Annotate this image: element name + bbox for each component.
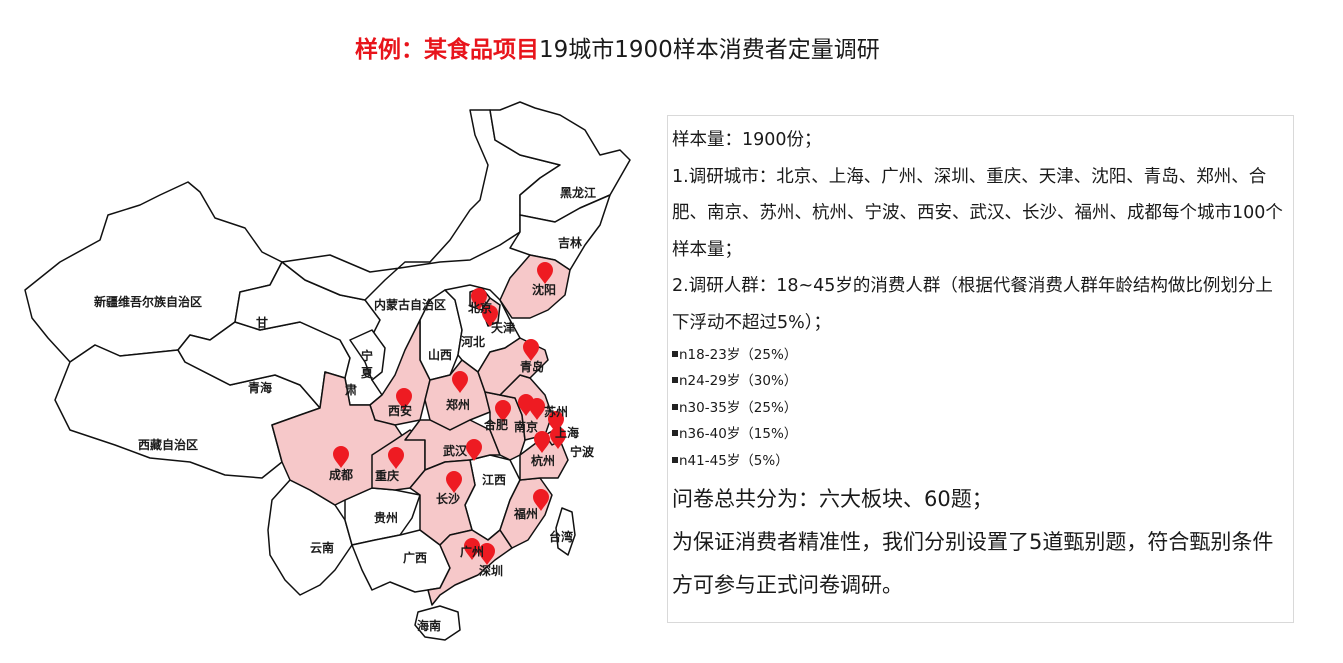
bullet-square-icon	[672, 377, 678, 384]
label-jilin: 吉林	[558, 235, 582, 250]
city-label-chengdu: 成都	[329, 467, 353, 482]
city-label-guangzhou: 广州	[460, 544, 484, 559]
region-jilin	[509, 194, 611, 271]
bullet-square-icon	[672, 403, 678, 410]
age-group-item: n41-45岁（5%）	[672, 448, 1289, 475]
label-shanxi: 山西	[428, 347, 452, 362]
label-yunnan: 云南	[310, 540, 334, 555]
city-label-shanghai: 上海	[555, 425, 579, 440]
city-label-beijing: 北京	[468, 300, 492, 315]
region-taiwan	[555, 507, 576, 556]
city-label-shenyang: 沈阳	[532, 282, 556, 297]
screening-note: 为保证消费者精准性，我们分别设置了5道甄别题，符合甄别条件方可参与正式问卷调研。	[672, 530, 1274, 598]
city-label-zhengzhou: 郑州	[446, 397, 470, 412]
label-su: 肃	[345, 382, 357, 397]
city-label-xian: 西安	[388, 403, 412, 418]
city-label-hangzhou: 杭州	[531, 453, 555, 468]
label-taiwan: 台湾	[549, 529, 573, 544]
questionnaire-structure: 问卷总共分为：六大板块、60题；	[672, 487, 993, 512]
label-guizhou: 贵州	[374, 510, 398, 525]
label-xia: 夏	[361, 366, 374, 380]
china-map: 新疆维吾尔族自治区 西藏自治区 青海 甘 肃 宁 夏 内蒙古自治区 黑龙江 吉林…	[0, 95, 660, 663]
city-label-fuzhou: 福州	[513, 506, 538, 521]
city-label-tianjin: 天津	[491, 320, 515, 335]
page-title: 样例：某食品项目19城市1900样本消费者定量调研	[355, 30, 880, 64]
label-xinjiang: 新疆维吾尔族自治区	[94, 294, 202, 309]
city-label-suzhou: 苏州	[544, 404, 568, 419]
city-label-chongqing: 重庆	[375, 468, 399, 483]
bullet-square-icon	[672, 456, 678, 463]
city-label-wuhan: 武汉	[443, 443, 468, 458]
label-heilongjiang: 黑龙江	[560, 185, 596, 200]
age-group-item: n24-29岁（30%）	[672, 368, 1289, 395]
survey-cities: 1.调研城市：北京、上海、广州、深圳、重庆、天津、沈阳、青岛、郑州、合肥、南京、…	[672, 166, 1283, 260]
age-group-item: n36-40岁（15%）	[672, 421, 1289, 448]
label-neimenggu: 内蒙古自治区	[374, 297, 446, 312]
region-heilongjiang	[489, 101, 631, 223]
age-groups: n18-23岁（25%） n24-29岁（30%） n30-35岁（25%） n…	[672, 342, 1289, 475]
bullet-square-icon	[672, 350, 678, 357]
label-xizang: 西藏自治区	[138, 437, 198, 452]
label-gan: 甘	[256, 315, 268, 330]
title-highlight: 样例：某食品项目	[355, 37, 539, 63]
city-label-nanjing: 南京	[514, 419, 538, 434]
survey-info-panel: 样本量：1900份； 1.调研城市：北京、上海、广州、深圳、重庆、天津、沈阳、青…	[667, 115, 1294, 623]
age-group-item: n30-35岁（25%）	[672, 395, 1289, 422]
city-label-qingdao: 青岛	[520, 359, 544, 374]
label-hainan: 海南	[417, 618, 441, 633]
region-ningxia	[349, 329, 386, 381]
bullet-square-icon	[672, 430, 678, 437]
city-label-hefei: 合肥	[484, 417, 508, 432]
label-hebei: 河北	[460, 334, 485, 349]
region-hainan	[414, 605, 461, 641]
city-label-shenzhen: 深圳	[479, 563, 503, 578]
survey-people: 2.调研人群：18~45岁的消费人群（根据代餐消费人群年龄结构做比例划分上下浮动…	[672, 276, 1273, 333]
label-ning: 宁	[361, 348, 373, 363]
sample-size: 样本量：1900份；	[672, 130, 822, 150]
label-qinghai: 青海	[248, 380, 272, 395]
label-guangxi: 广西	[403, 550, 427, 565]
age-group-item: n18-23岁（25%）	[672, 342, 1289, 369]
city-label-changsha: 长沙	[436, 491, 460, 506]
city-label-ningbo: 宁波	[570, 444, 595, 459]
title-text: 19城市1900样本消费者定量调研	[539, 37, 880, 63]
label-jiangxi: 江西	[482, 472, 506, 487]
